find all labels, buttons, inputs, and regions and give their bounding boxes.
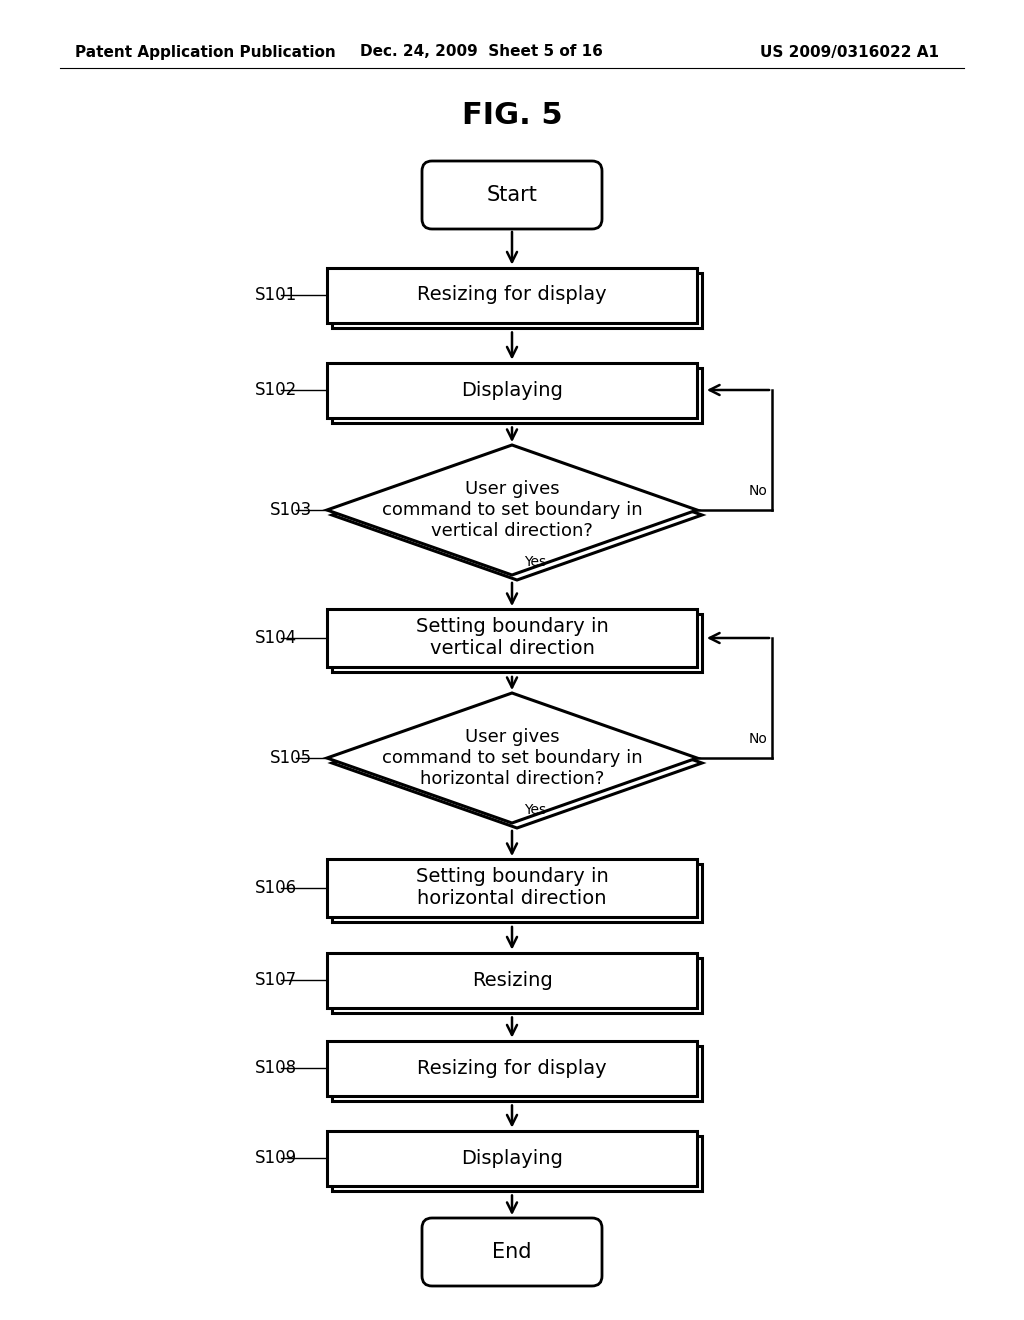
Text: S103: S103 bbox=[270, 502, 312, 519]
Bar bbox=[327, 363, 697, 417]
Text: Displaying: Displaying bbox=[461, 1148, 563, 1167]
Text: S109: S109 bbox=[255, 1148, 297, 1167]
Text: S107: S107 bbox=[255, 972, 297, 989]
Text: S105: S105 bbox=[270, 748, 312, 767]
Bar bbox=[327, 1130, 697, 1185]
Text: No: No bbox=[749, 733, 767, 746]
Bar bbox=[327, 268, 697, 322]
Text: S106: S106 bbox=[255, 879, 297, 898]
Text: Resizing: Resizing bbox=[472, 970, 552, 990]
Bar bbox=[332, 865, 702, 921]
Text: Patent Application Publication: Patent Application Publication bbox=[75, 45, 336, 59]
Text: S104: S104 bbox=[255, 630, 297, 647]
Polygon shape bbox=[332, 698, 702, 828]
Text: No: No bbox=[749, 484, 767, 498]
FancyBboxPatch shape bbox=[422, 161, 602, 228]
Text: Setting boundary in
vertical direction: Setting boundary in vertical direction bbox=[416, 618, 608, 659]
Text: Displaying: Displaying bbox=[461, 380, 563, 400]
Text: User gives
command to set boundary in
horizontal direction?: User gives command to set boundary in ho… bbox=[382, 729, 642, 788]
Text: End: End bbox=[493, 1242, 531, 1262]
Bar bbox=[327, 1040, 697, 1096]
Bar bbox=[332, 367, 702, 422]
Text: Resizing for display: Resizing for display bbox=[417, 1059, 607, 1077]
Text: Resizing for display: Resizing for display bbox=[417, 285, 607, 305]
Text: US 2009/0316022 A1: US 2009/0316022 A1 bbox=[760, 45, 939, 59]
Bar bbox=[332, 957, 702, 1012]
Polygon shape bbox=[332, 450, 702, 579]
Text: S102: S102 bbox=[255, 381, 297, 399]
Bar bbox=[332, 272, 702, 327]
Bar bbox=[327, 609, 697, 667]
Text: FIG. 5: FIG. 5 bbox=[462, 100, 562, 129]
Bar bbox=[332, 1045, 702, 1101]
FancyBboxPatch shape bbox=[422, 1218, 602, 1286]
Text: Start: Start bbox=[486, 185, 538, 205]
Text: Setting boundary in
horizontal direction: Setting boundary in horizontal direction bbox=[416, 867, 608, 908]
Bar bbox=[332, 1135, 702, 1191]
Polygon shape bbox=[327, 445, 697, 576]
Text: Dec. 24, 2009  Sheet 5 of 16: Dec. 24, 2009 Sheet 5 of 16 bbox=[360, 45, 603, 59]
Bar bbox=[332, 614, 702, 672]
Bar bbox=[327, 953, 697, 1007]
Text: Yes: Yes bbox=[524, 803, 546, 817]
Bar bbox=[327, 859, 697, 917]
Text: S108: S108 bbox=[255, 1059, 297, 1077]
Text: User gives
command to set boundary in
vertical direction?: User gives command to set boundary in ve… bbox=[382, 480, 642, 540]
Text: S101: S101 bbox=[255, 286, 297, 304]
Polygon shape bbox=[327, 693, 697, 822]
Text: Yes: Yes bbox=[524, 554, 546, 569]
